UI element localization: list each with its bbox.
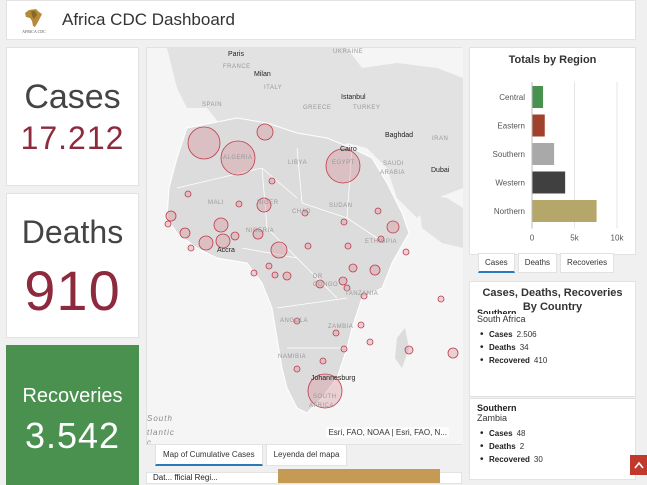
map-label: Paris [228,51,244,58]
chart-category-label: Northern [494,207,525,216]
ocean-label: tlantic [147,428,175,437]
chart-tabs: Cases Deaths Recoveries [478,253,617,273]
tab-map-cumulative-cases[interactable]: Map of Cumulative Cases [155,444,263,466]
map-label: SOUTH [313,394,337,400]
map-label: AFRICA [309,403,335,409]
map-panel: Paris FRANCE Milan ITALY UKRAINE SPAIN G… [146,47,463,445]
map-label: TURKEY [353,105,381,111]
page-title: Africa CDC Dashboard [62,10,235,29]
tab-cases[interactable]: Cases [478,253,515,273]
logo-text: AFRICA CDC [22,28,46,34]
map-label: SUDAN [329,203,353,209]
map-label: CONGO [313,282,339,288]
map-label: SAUDI [383,161,404,167]
map-label: NIGER [257,200,279,206]
ocean-label: c [147,438,152,444]
scroll-to-top-button[interactable] [630,455,647,475]
chart-bar-western [532,171,566,194]
totals-by-region-panel: Totals by Region 0 5k 10k Central Eastern Sou… [469,47,636,255]
africa-continent-icon [25,8,42,27]
map-label: TANZANIA [345,291,379,297]
map-basemap [166,48,463,414]
map-label: ETHIOPIA [365,239,398,245]
cases-label: Cases [24,78,121,116]
map-label: NIGERIA [246,228,275,234]
chart-category-label: Western [495,179,525,188]
map-label: ITALY [264,85,283,91]
chart-category-label: Eastern [497,122,525,131]
list-title: Cases, Deaths, Recoveries By Country [482,287,623,313]
recoveries-value: 3.542 [24,415,121,456]
map-label: Baghdad [385,132,414,139]
case-bubbles [164,123,459,409]
tab-deaths[interactable]: Deaths [517,253,558,273]
recoveries-label: Recoveries [22,385,123,407]
deaths-label: Deaths [21,214,124,250]
country-list-panel[interactable]: Cases, Deaths, Recoveries By Country Sou… [469,281,636,397]
map-label: Johannesburg [311,375,356,382]
cases-map[interactable]: Paris FRANCE Milan ITALY UKRAINE SPAIN G… [147,48,463,444]
map-label: ZAMBIA [328,324,354,330]
map-label: ALGERIA [223,155,253,161]
region-bar-chart: 0 5k 10k Central Eastern Southern Western North… [493,82,625,243]
tab-recoveries[interactable]: Recoveries [560,253,615,273]
map-label: ANGOLA [280,318,309,324]
cases-panel: Cases 17.212 [6,47,139,186]
map-label: EGYPT [332,160,355,166]
chevron-up-icon [633,461,644,469]
map-label: Accra [217,247,235,254]
map-tabs: Map of Cumulative Cases Leyenda del mapa [155,444,350,466]
map-label: SPAIN [202,102,223,108]
ocean-label: South [147,414,173,423]
entry-region: Southern [477,309,517,314]
map-label: Milan [254,71,271,78]
chart-bar-eastern [532,114,545,137]
cases-value: 17.212 [20,120,125,156]
chart-bar-central [532,86,544,108]
map-label: Cairo [340,146,357,153]
map-label: CHAD [292,209,312,215]
bottom-action-button[interactable] [278,469,440,483]
map-attribution[interactable]: Esri, FAO, NOAA | Esri, FAO, N... [326,427,449,438]
entry-country: Zambia [477,413,508,423]
map-label: IRAN [432,136,449,142]
recoveries-panel: Recoveries 3.542 [6,345,139,485]
map-label: DR [313,274,323,280]
entry-region: Southern [477,403,517,413]
chart-category-label: Southern [493,150,525,159]
chart-tick-label: 10k [611,234,625,243]
map-label: UKRAINE [333,49,364,55]
map-label: FRANCE [223,64,251,70]
deaths-value: 910 [24,259,121,322]
app-header: AFRICA CDC Africa CDC Dashboard [6,0,636,40]
map-label: NAMIBIA [278,354,307,360]
map-label: LIBYA [288,160,308,166]
chart-title: Totals by Region [508,54,597,66]
africa-cdc-logo: AFRICA CDC [17,3,51,37]
deaths-panel: Deaths 910 [6,193,139,338]
map-label: GREECE [303,105,332,111]
chart-bar-southern [532,143,555,165]
tab-map-legend[interactable]: Leyenda del mapa [265,444,348,466]
chart-bar-northern [532,200,597,222]
map-label: Dubai [431,167,450,174]
map-label: ARABIA [380,170,406,176]
chart-tick-label: 0 [530,234,535,243]
map-label: MALI [208,200,225,206]
chart-category-label: Central [499,93,525,102]
entry-country: South Africa [477,314,526,324]
map-label: Istanbul [341,94,366,101]
chart-tick-label: 5k [570,234,579,243]
